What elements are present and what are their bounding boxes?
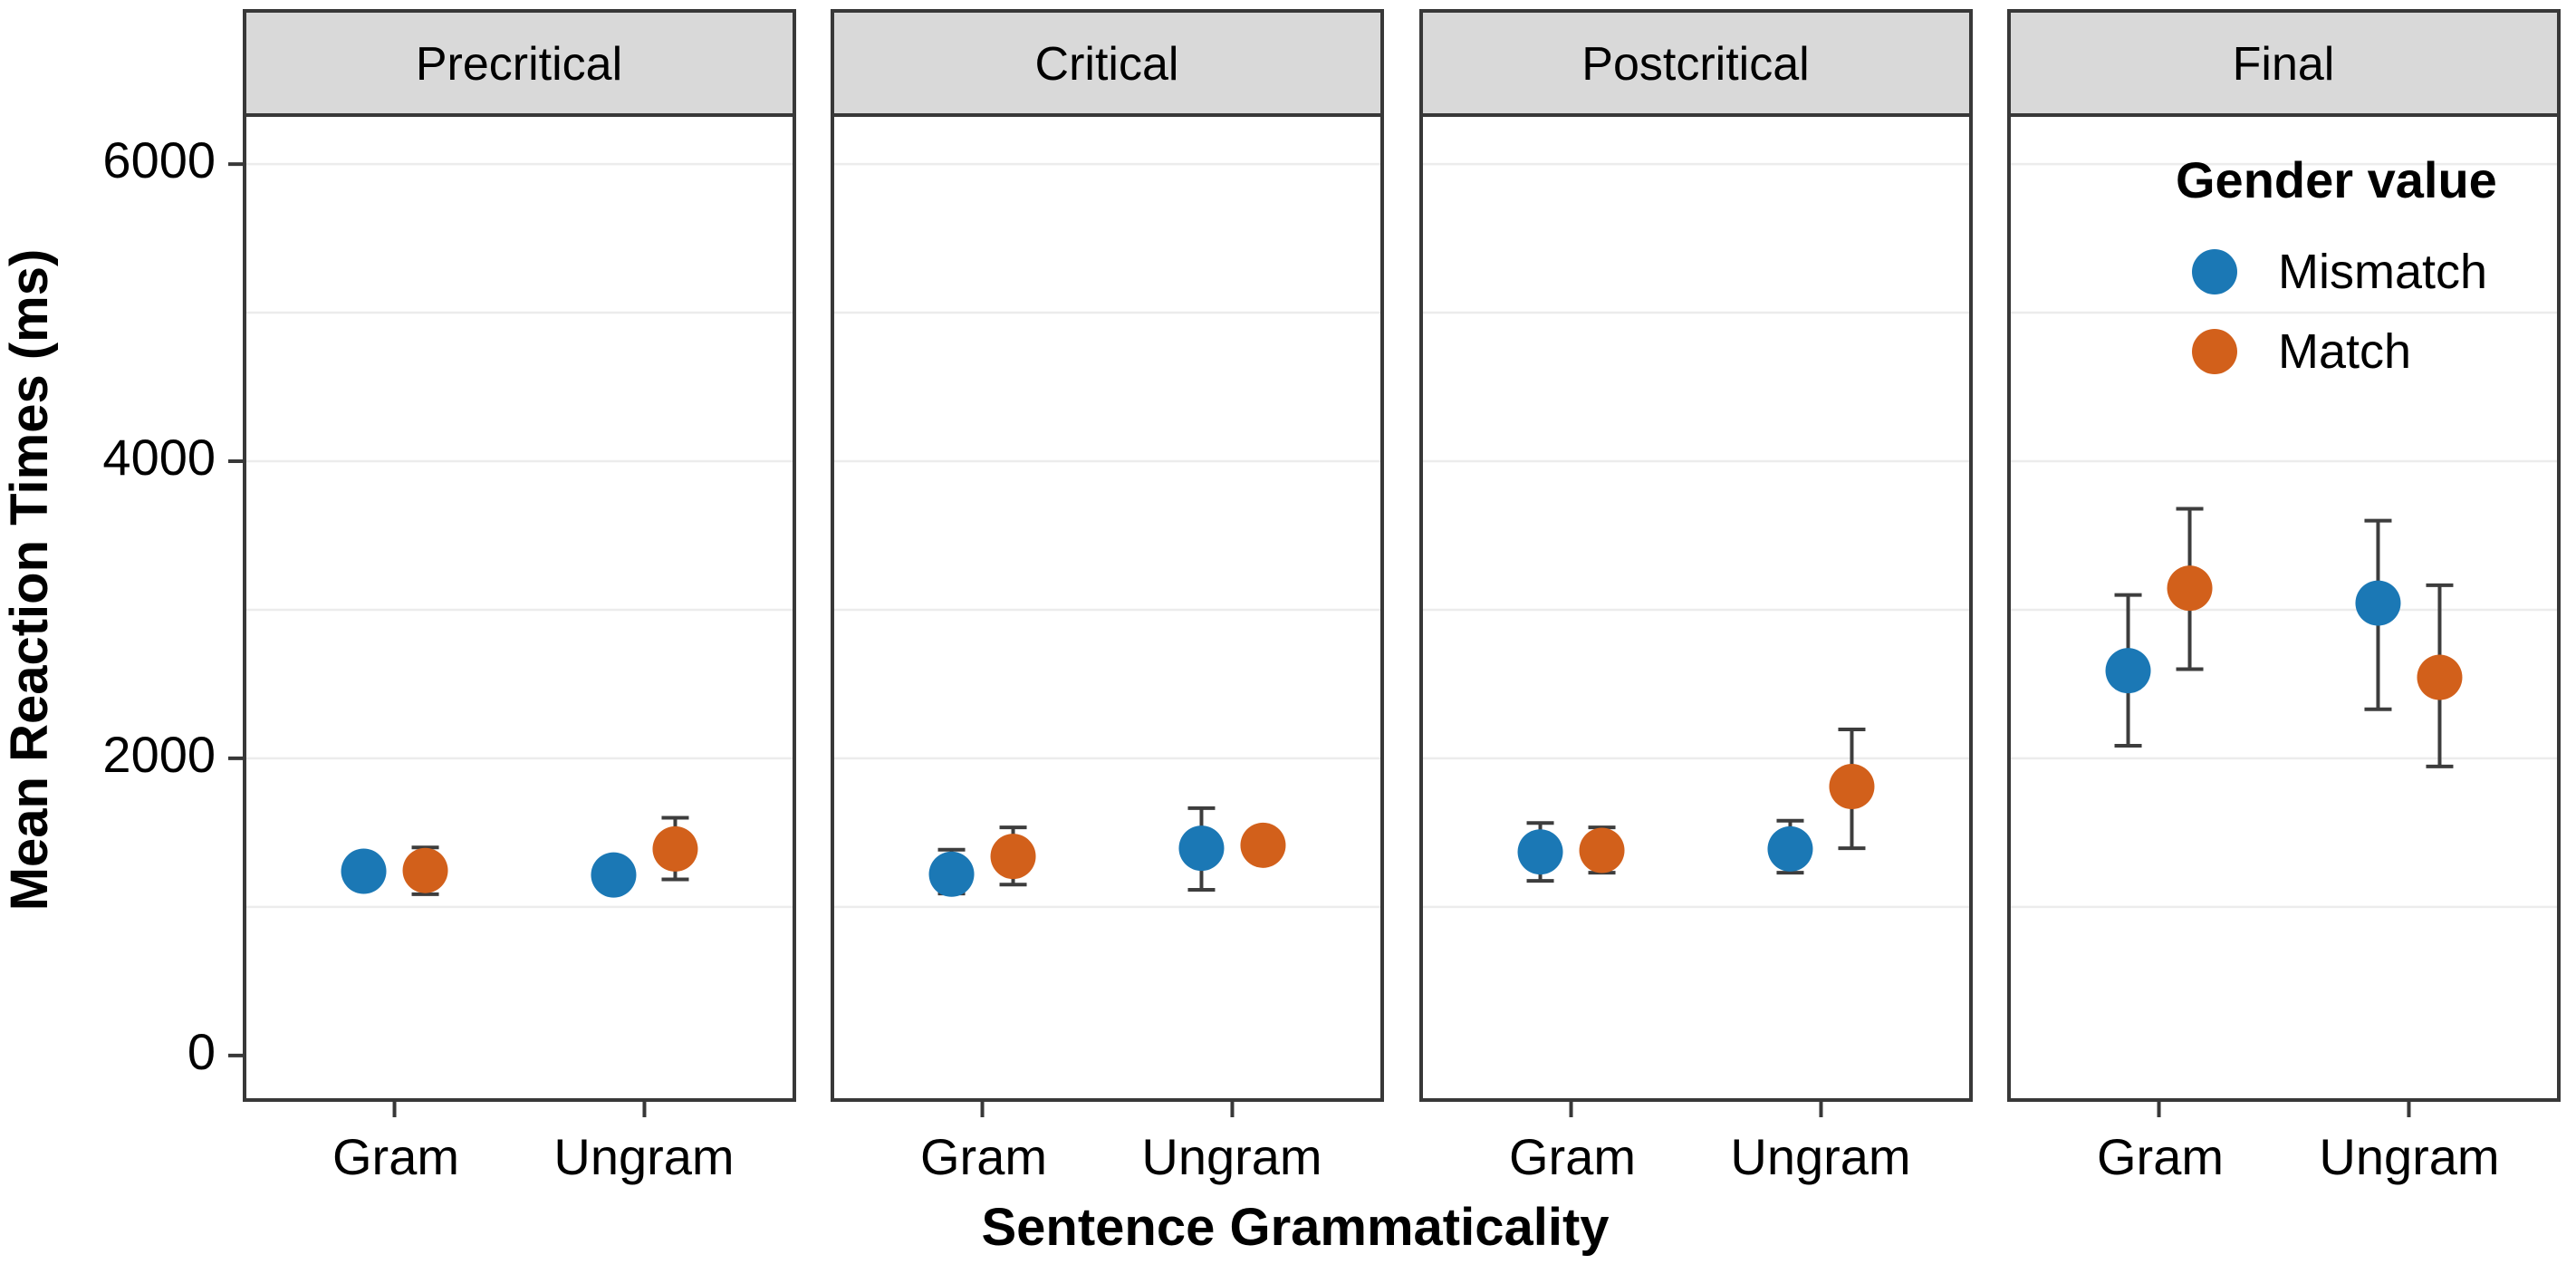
panel-background <box>832 115 1382 1100</box>
panel-border <box>243 113 796 1102</box>
panels-layer <box>228 9 2561 1117</box>
facet-panel-final <box>2007 113 2561 1102</box>
data-point-match-ungram-postcritical <box>1829 764 1875 810</box>
x-tick-label-final-gram: Gram <box>2097 1128 2224 1185</box>
panel-border <box>2007 113 2561 1102</box>
data-point-match-gram-final <box>2167 565 2213 612</box>
panel-background <box>2009 115 2559 1100</box>
facet-strip-postcritical <box>1419 9 1973 117</box>
x-tick-label-critical-gram: Gram <box>920 1128 1047 1185</box>
legend-swatch-match <box>2192 329 2237 374</box>
data-point-mismatch-ungram-precritical <box>591 852 637 898</box>
facet-strip-label-final: Final <box>2233 38 2335 91</box>
data-point-mismatch-gram-critical <box>928 851 975 897</box>
legend-swatch-mismatch <box>2192 249 2237 294</box>
data-point-mismatch-ungram-final <box>2355 580 2401 626</box>
data-point-mismatch-gram-precritical <box>341 848 387 894</box>
data-point-match-gram-postcritical <box>1579 827 1625 873</box>
legend-title: Gender value <box>2176 151 2497 208</box>
facet-strip-label-precritical: Precritical <box>416 38 622 91</box>
legend-label-match: Match <box>2278 324 2411 379</box>
data-point-match-ungram-final <box>2417 654 2463 700</box>
panel-border <box>831 113 1384 1102</box>
data-point-mismatch-ungram-critical <box>1178 825 1225 872</box>
x-tick-label-critical-ungram: Ungram <box>1141 1128 1322 1185</box>
x-tick-label-postcritical-ungram: Ungram <box>1730 1128 1910 1185</box>
y-tick-label-4000: 4000 <box>102 429 216 486</box>
x-axis-title: Sentence Grammaticality <box>981 1198 1609 1257</box>
y-axis-title: Mean Reaction Times (ms) <box>0 249 59 912</box>
panel-border <box>1419 113 1973 1102</box>
facet-panel-precritical <box>243 113 796 1102</box>
legend-swatches <box>2192 249 2237 374</box>
data-point-match-gram-critical <box>990 834 1036 880</box>
facet-strip-label-critical: Critical <box>1035 38 1179 91</box>
legend-label-mismatch: Mismatch <box>2278 245 2487 299</box>
y-tick-label-6000: 6000 <box>102 131 216 188</box>
data-point-match-ungram-critical <box>1240 822 1286 868</box>
facet-panel-critical <box>831 113 1384 1102</box>
facet-strip-final <box>2007 9 2561 117</box>
data-layer <box>341 507 2463 898</box>
y-tick-label-0: 0 <box>187 1023 216 1080</box>
facet-strip-label-postcritical: Postcritical <box>1581 38 1809 91</box>
x-tick-label-final-ungram: Ungram <box>2319 1128 2499 1185</box>
data-point-mismatch-gram-postcritical <box>1517 829 1563 875</box>
data-point-match-gram-precritical <box>402 847 448 893</box>
x-tick-label-postcritical-gram: Gram <box>1509 1128 1636 1185</box>
data-point-mismatch-ungram-postcritical <box>1767 825 1813 872</box>
x-tick-label-precritical-ungram: Ungram <box>553 1128 734 1185</box>
data-point-match-ungram-precritical <box>652 825 698 872</box>
facet-panel-postcritical <box>1419 113 1973 1102</box>
x-tick-label-precritical-gram: Gram <box>332 1128 459 1185</box>
panel-background <box>245 115 794 1100</box>
y-tick-label-2000: 2000 <box>102 726 216 783</box>
panel-background <box>1421 115 1971 1100</box>
facet-strip-precritical <box>243 9 796 117</box>
data-point-mismatch-gram-final <box>2105 648 2151 694</box>
